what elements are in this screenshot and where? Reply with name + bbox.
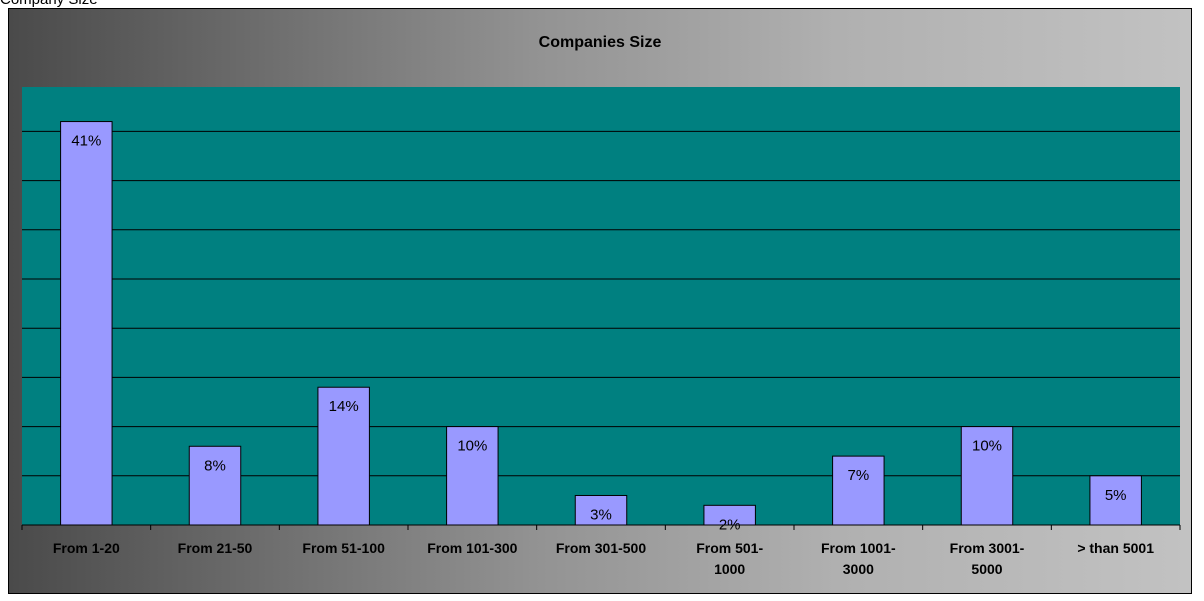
x-tick-label: From 1001-3000	[821, 540, 896, 577]
data-label: 14%	[329, 398, 359, 415]
bar-chart: 41%8%14%10%3%2%7%10%5%From 1-20 From 21-5…	[21, 87, 1181, 577]
x-tick-label: From 21-50	[178, 540, 253, 556]
bar	[446, 426, 499, 526]
data-label: 5%	[1105, 487, 1127, 504]
bar	[60, 121, 113, 526]
x-tick-label: From 51-100	[302, 540, 385, 556]
bar	[1089, 475, 1142, 526]
data-label: 7%	[847, 467, 869, 484]
x-tick-label: From 101-300	[427, 540, 517, 556]
clipped-caption: Company Size	[0, 0, 98, 10]
data-label: 10%	[972, 438, 1002, 455]
chart-title: Companies Size	[538, 34, 662, 51]
x-tick-label: From 3001-5000	[950, 540, 1025, 577]
data-label: 3%	[590, 506, 612, 523]
bar	[832, 455, 885, 526]
chart-area: Companies Size 41% 8% 14% 10% 3% 2% 7% 10% 5% Fro…	[8, 8, 1192, 594]
data-label: 41%	[71, 133, 101, 150]
x-tick-label: From 301-500	[556, 540, 646, 556]
bar	[188, 445, 242, 526]
bar	[317, 386, 370, 526]
x-tick-label: From 501-1000	[696, 540, 763, 577]
x-tick-label: From 1-20	[53, 540, 120, 556]
data-label: 8%	[204, 457, 226, 474]
x-tick-label: > than 5001	[1077, 540, 1154, 556]
data-label: 10%	[457, 438, 487, 455]
bar	[960, 426, 1014, 526]
